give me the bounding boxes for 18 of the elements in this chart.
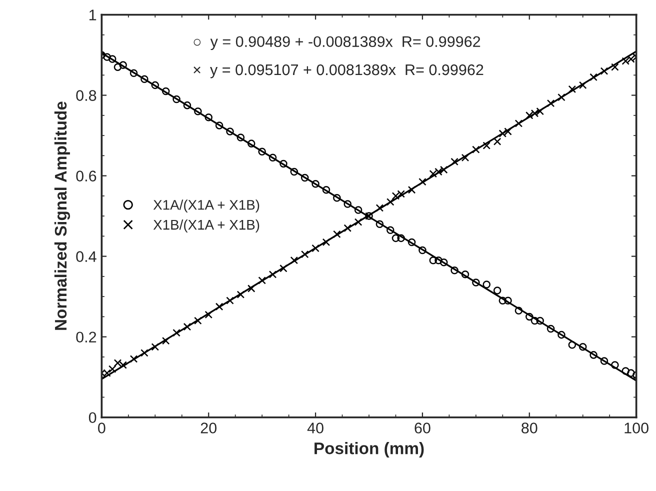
y-tick-label: 0.2 — [76, 332, 96, 343]
y-axis-title: Normalized Signal Amplitude — [54, 102, 70, 330]
x-tick-label: 20 — [200, 422, 217, 434]
x-tick-label: 40 — [307, 422, 324, 434]
annotation: × y = 0.095107 + 0.0081389x R= 0.99962 — [194, 64, 484, 78]
y-tick-label: 1 — [89, 10, 96, 20]
annotation: ○ y = 0.90489 + -0.0081389x R= 0.99962 — [194, 36, 480, 50]
x-tick-label: 80 — [522, 422, 538, 434]
y-tick-label: 0.6 — [76, 170, 96, 182]
x-tick-label: 0 — [98, 422, 106, 434]
x-tick-label: 100 — [624, 422, 648, 434]
x-tick-label: 60 — [414, 422, 430, 434]
y-tick-label: 0.4 — [76, 251, 96, 262]
legend-label: X1B/(X1A + X1B) — [153, 220, 260, 232]
y-tick-label: 0.8 — [76, 90, 96, 101]
legend-label: X1A/(X1A + X1B) — [153, 200, 260, 213]
y-tick-label: 0 — [88, 412, 96, 424]
x-axis-title: Position (mm) — [314, 442, 424, 458]
